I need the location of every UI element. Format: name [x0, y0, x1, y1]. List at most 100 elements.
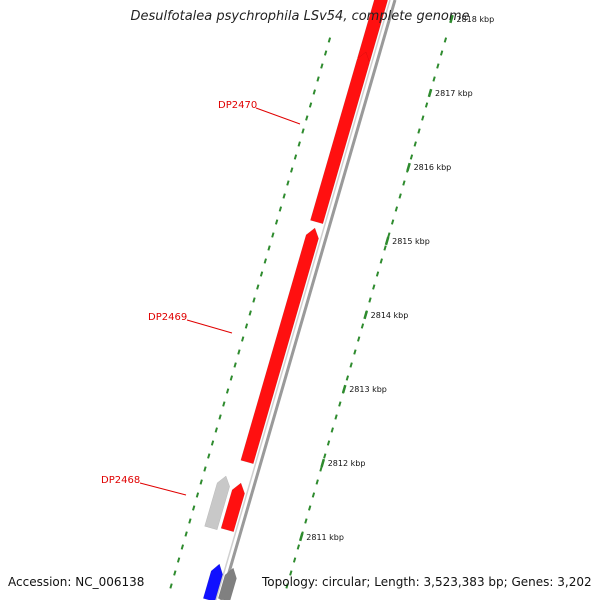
ruler-dash-inner	[207, 453, 211, 459]
ruler-dash-outer	[349, 362, 353, 368]
ruler-dash-outer	[345, 375, 350, 381]
ruler-dash-inner	[244, 323, 249, 329]
ruler-dash-outer	[319, 466, 323, 472]
ruler-major-tick	[427, 88, 433, 98]
ruler-dash-inner	[252, 297, 256, 303]
ruler-dash-outer	[353, 349, 357, 355]
ruler-dash-outer	[360, 323, 365, 329]
ruler-dash-outer	[417, 128, 421, 134]
ruler-major-tick	[298, 532, 304, 542]
ruler-dash-inner	[233, 362, 237, 368]
ruler-dash-inner	[290, 167, 294, 173]
ruler-major-tick	[384, 236, 390, 246]
ruler-dash-inner	[241, 336, 245, 342]
ruler-dash-inner	[259, 271, 264, 277]
gene-label-leader	[255, 107, 301, 125]
ruler-dash-inner	[169, 583, 173, 589]
ruler-dash-inner	[203, 466, 207, 472]
ruler-major-tick	[406, 162, 411, 172]
genome-backbone-shadow	[215, 0, 391, 600]
ruler-dash-inner	[225, 388, 230, 394]
ruler-dash-inner	[222, 401, 226, 407]
gene-dp2469-arrow	[240, 227, 319, 465]
gene-dp2470-body	[310, 51, 370, 225]
ruler-dash-outer	[443, 37, 448, 43]
ruler-dash-outer	[304, 518, 308, 524]
ruler-dash-inner	[297, 141, 301, 147]
ruler-dash-outer	[338, 401, 342, 407]
gene-label-dp2470[interactable]: DP2470	[218, 100, 257, 111]
ruler-dash-outer	[311, 492, 316, 498]
topology-text: Topology: circular; Length: 3,523,383 bp…	[262, 575, 592, 589]
ruler-dash-outer	[390, 219, 395, 225]
accession-text: Accession: NC_006138	[8, 575, 145, 589]
ruler-dash-outer	[308, 505, 312, 511]
ruler-dash-inner	[271, 232, 275, 238]
ruler-dash-outer	[330, 427, 334, 433]
ruler-dash-outer	[323, 453, 327, 459]
ruler-dash-outer	[375, 271, 380, 277]
gene-label-dp2469[interactable]: DP2469	[148, 312, 187, 323]
ruler-tick-label: 2814 kbp	[371, 311, 409, 320]
ruler-tick-label: 2811 kbp	[306, 533, 344, 542]
ruler-dash-inner	[192, 505, 196, 511]
gene-dp2468-arrow	[220, 482, 245, 533]
ruler-dash-inner	[173, 570, 177, 576]
ruler-tick-label: 2817 kbp	[435, 89, 473, 98]
ruler-dash-inner	[195, 492, 200, 498]
gene-grey-neighbor	[204, 475, 230, 531]
ruler-dash-outer	[292, 557, 297, 563]
gene-label-dp2468[interactable]: DP2468	[101, 475, 140, 486]
ruler-dash-inner	[286, 180, 290, 186]
ruler-dash-outer	[439, 50, 444, 56]
ruler-dash-outer	[387, 232, 391, 238]
ruler-dash-outer	[413, 141, 417, 147]
ruler-dash-outer	[315, 479, 319, 485]
ruler-dash-outer	[285, 583, 289, 589]
gene-dark-neighbor	[217, 567, 237, 600]
ruler-dash-outer	[383, 245, 387, 251]
ruler-tick-label: 2818 kbp	[456, 15, 494, 24]
ruler-tick-label: 2813 kbp	[349, 385, 387, 394]
ruler-dash-inner	[188, 518, 192, 524]
ruler-dash-inner	[184, 531, 188, 537]
ruler-dash-inner	[176, 557, 181, 563]
ruler-dash-outer	[424, 102, 429, 108]
ruler-dash-inner	[263, 258, 267, 264]
ruler-dash-inner	[301, 128, 305, 134]
ruler-dash-inner	[327, 37, 332, 43]
ruler-dash-inner	[214, 427, 218, 433]
ruler-dash-inner	[267, 245, 271, 251]
ruler-dash-outer	[421, 115, 425, 121]
gene-blue-neighbor	[202, 563, 223, 600]
ruler-dash-inner	[180, 544, 185, 550]
ruler-dash-outer	[402, 180, 406, 186]
ruler-dash-inner	[229, 375, 234, 381]
ruler-major-tick	[363, 310, 368, 320]
ruler-dash-outer	[372, 284, 376, 290]
genome-backbone	[219, 0, 397, 600]
ruler-dash-outer	[296, 544, 301, 550]
ruler-dash-outer	[398, 193, 402, 199]
ruler-dash-outer	[409, 154, 414, 160]
ruler-dash-inner	[256, 284, 260, 290]
genome-title: Desulfotalea psychrophila LSv54, complet…	[130, 9, 470, 24]
ruler-tick-label: 2816 kbp	[414, 163, 452, 172]
ruler-dash-inner	[308, 102, 313, 108]
ruler-dash-inner	[316, 76, 320, 82]
ruler-dash-outer	[326, 440, 331, 446]
ruler-dash-outer	[394, 206, 399, 212]
ruler-dash-inner	[199, 479, 203, 485]
ruler-dash-inner	[312, 89, 316, 95]
ruler-dash-inner	[323, 50, 328, 56]
ruler-major-tick	[341, 384, 347, 394]
ruler-dash-outer	[368, 297, 372, 303]
ruler-dash-outer	[436, 63, 440, 69]
ruler-major-tick	[449, 14, 454, 24]
ruler-dash-outer	[379, 258, 383, 264]
ruler-dash-outer	[432, 76, 436, 82]
ruler-dash-inner	[278, 206, 283, 212]
ruler-dash-inner	[293, 154, 298, 160]
